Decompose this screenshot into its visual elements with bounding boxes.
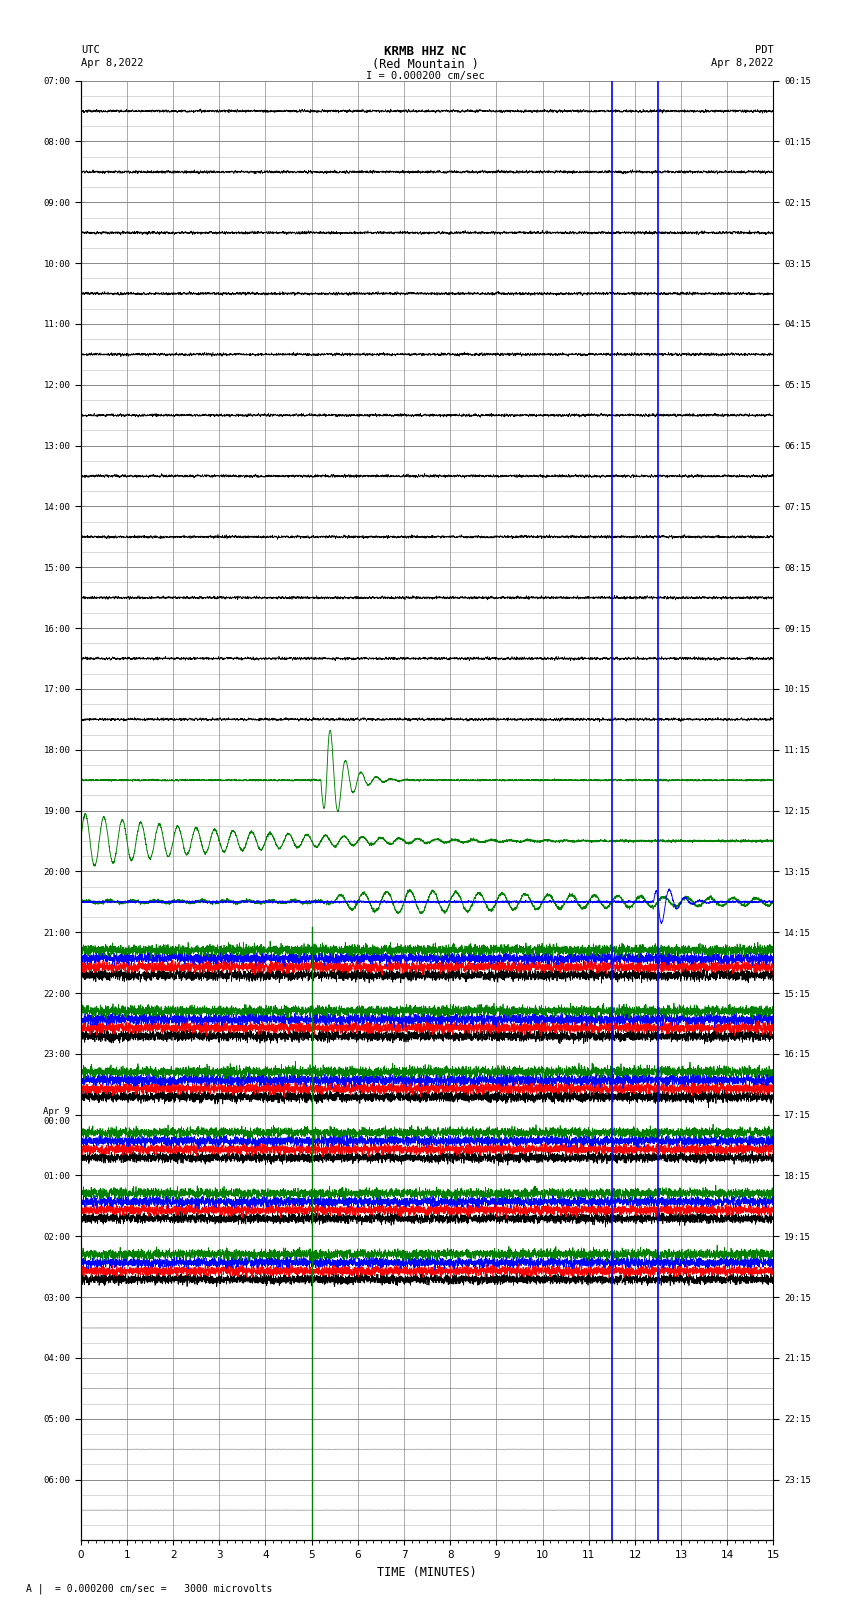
Text: UTC: UTC (81, 45, 99, 55)
X-axis label: TIME (MINUTES): TIME (MINUTES) (377, 1566, 477, 1579)
Text: (Red Mountain ): (Red Mountain ) (371, 58, 479, 71)
Text: Apr 8,2022: Apr 8,2022 (81, 58, 144, 68)
Text: A |: A | (26, 1584, 43, 1595)
Text: PDT: PDT (755, 45, 774, 55)
Text: = 0.000200 cm/sec =   3000 microvolts: = 0.000200 cm/sec = 3000 microvolts (55, 1584, 273, 1594)
Text: KRMB HHZ NC: KRMB HHZ NC (383, 45, 467, 58)
Text: Apr 8,2022: Apr 8,2022 (711, 58, 774, 68)
Text: I = 0.000200 cm/sec: I = 0.000200 cm/sec (366, 71, 484, 81)
